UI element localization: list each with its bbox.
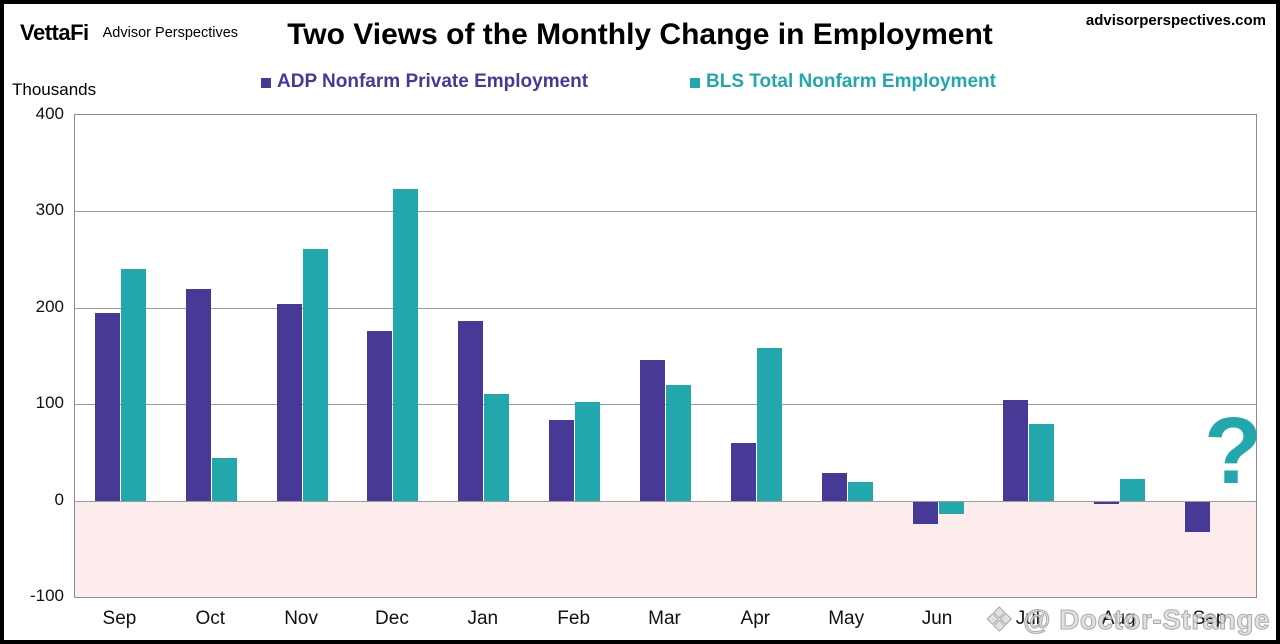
bar-bls-mar-6 [666,384,691,501]
adp-legend-label: ADP Nonfarm Private Employment [277,71,589,92]
bar-bls-may-8 [847,482,873,501]
watermark-text: @ Doctor-Strange [1023,603,1270,635]
x-tick-may-8: May [828,608,865,629]
x-tick-sep-12: Sep [1192,608,1227,629]
bar-adp-jun-9 [912,501,938,524]
bar-bls-oct-1 [211,458,237,501]
y-axis-units-label: Thousands [12,80,97,99]
page-title: Two Views of the Monthly Change in Emplo… [287,18,993,51]
bar-adp-mar-6 [640,359,665,501]
bls-legend-swatch [690,78,700,88]
x-tick-sep-0: Sep [102,608,137,629]
y-tick-100: 100 [35,393,64,413]
missing-data-question-mark: ? [1203,398,1263,504]
x-tick-aug-11: Aug [1101,608,1136,629]
bar-adp-jul-10 [1003,400,1029,501]
bar-adp-feb-5 [549,419,575,501]
gridline-0 [75,500,1256,502]
bar-bls-sep-0 [120,269,146,501]
x-tick-jun-9: Jun [921,608,953,629]
legend-item-bls: BLS Total Nonfarm Employment [690,71,996,93]
bar-bls-jul-10 [1029,424,1055,501]
y-tick-300: 300 [35,200,64,220]
bar-bls-feb-5 [575,402,601,501]
site-url: advisorperspectives.com [1085,12,1266,29]
bar-adp-apr-7 [730,442,756,501]
y-tick--100: -100 [29,586,64,605]
brand: VettaFi Advisor Perspectives [20,20,238,46]
bar-adp-jan-4 [458,321,484,501]
x-tick-jan-4: Jan [467,608,499,629]
bar-adp-dec-3 [367,330,393,501]
gridline-300 [75,211,1256,213]
adp-legend-swatch [261,78,271,88]
bar-bls-aug-11 [1120,479,1146,501]
bar-adp-may-8 [821,472,847,501]
bar-bls-jun-9 [938,501,964,515]
x-tick-mar-6: Mar [648,608,681,629]
x-tick-oct-1: Oct [195,608,226,629]
bls-legend-label: BLS Total Nonfarm Employment [706,71,996,92]
x-tick-feb-5: Feb [557,608,591,629]
bar-bls-apr-7 [756,348,782,501]
bar-adp-sep-12 [1185,501,1211,533]
bar-bls-dec-3 [393,189,419,501]
x-tick-jul-10: Jul [1015,608,1041,629]
plot-area [74,114,1257,598]
diamond-watermark-icon: ❖ [984,601,1015,638]
y-tick-200: 200 [35,296,64,316]
vettafi-logo: VettaFi [20,20,89,45]
legend-item-adp: ADP Nonfarm Private Employment [261,71,588,93]
y-tick-0: 0 [54,489,64,509]
x-tick-apr-7: Apr [740,608,771,629]
bar-adp-oct-1 [185,288,211,501]
bar-adp-aug-11 [1094,501,1120,505]
watermark: ❖ @ Doctor-Strange [984,601,1270,638]
gridline-200 [75,307,1256,309]
x-tick-nov-2: Nov [284,608,318,629]
y-tick-400: 400 [35,104,64,123]
negative-region-shading [75,501,1256,597]
x-tick-dec-3: Dec [375,608,409,629]
gridline-100 [75,404,1256,406]
bar-adp-sep-0 [94,312,120,501]
bar-bls-jan-4 [484,393,510,501]
bar-adp-nov-2 [276,303,302,501]
bar-bls-nov-2 [302,248,328,501]
brand-subtitle: Advisor Perspectives [102,25,239,41]
